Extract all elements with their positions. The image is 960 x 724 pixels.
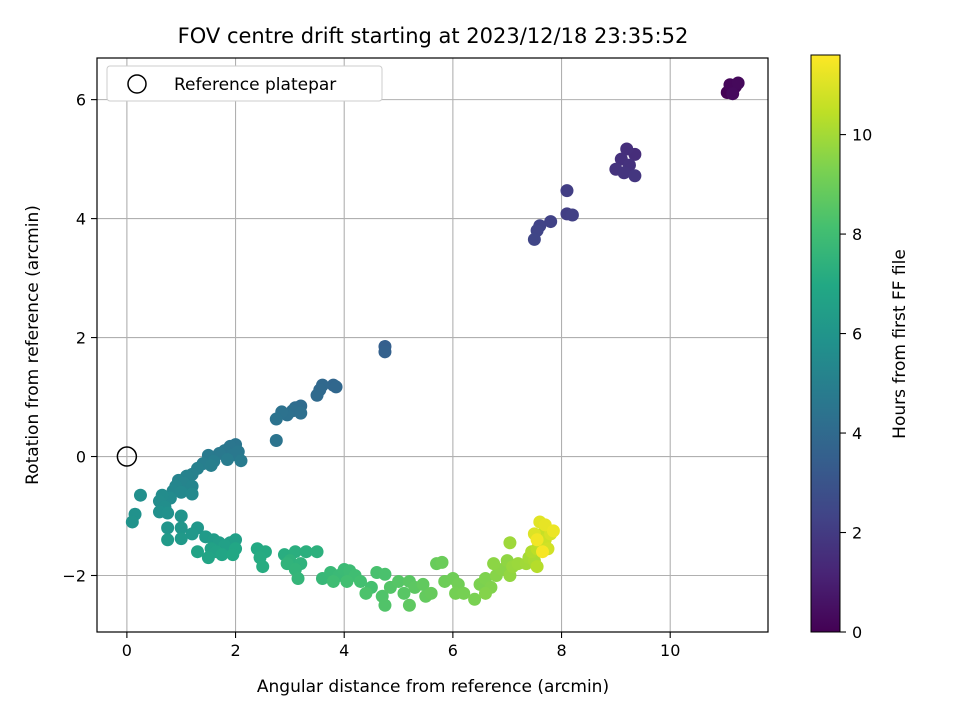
data-point — [229, 533, 243, 547]
data-point — [185, 487, 199, 501]
y-tick-label: −2 — [62, 566, 86, 585]
x-tick-label: 2 — [230, 641, 240, 660]
data-point — [234, 454, 248, 468]
data-point — [256, 560, 270, 574]
data-point — [378, 598, 392, 612]
legend-marker-open-circle — [127, 74, 147, 94]
data-point — [620, 142, 634, 156]
data-point — [174, 509, 188, 523]
x-axis-ticks: 0 2 4 6 8 10 — [122, 632, 680, 660]
data-point — [424, 586, 438, 600]
data-point — [392, 574, 406, 588]
chart-title: FOV centre drift starting at 2023/12/18 … — [178, 24, 689, 48]
data-point — [161, 533, 175, 547]
data-point — [397, 586, 411, 600]
data-point — [544, 215, 558, 229]
data-points — [125, 76, 745, 612]
reference-point — [116, 446, 138, 467]
data-point — [503, 536, 517, 550]
x-tick-label: 0 — [122, 641, 132, 660]
data-point — [226, 548, 240, 562]
colorbar-tick-label: 0 — [852, 623, 862, 642]
data-point — [530, 533, 544, 547]
colorbar-tick-label: 4 — [852, 424, 862, 443]
data-point — [726, 87, 740, 101]
data-point — [161, 521, 175, 535]
data-point — [204, 458, 218, 472]
data-point — [628, 169, 642, 183]
y-axis-label: Rotation from reference (arcmin) — [23, 205, 43, 485]
data-point — [546, 524, 560, 538]
data-point — [215, 548, 229, 562]
y-tick-label: 4 — [76, 210, 86, 229]
y-tick-label: 2 — [76, 329, 86, 348]
colorbar-tick-label: 6 — [852, 325, 862, 344]
x-tick-label: 4 — [339, 641, 349, 660]
data-point — [161, 506, 175, 520]
data-point — [359, 586, 373, 600]
y-axis-ticks: −2 0 2 4 6 — [62, 91, 97, 585]
data-point — [487, 557, 501, 571]
data-point — [457, 586, 471, 600]
data-point — [220, 453, 234, 467]
data-point — [291, 571, 305, 585]
data-point — [416, 577, 430, 591]
legend-entry-reference-platepar: Reference platepar — [174, 75, 336, 95]
legend: Reference platepar — [106, 65, 383, 102]
data-point — [329, 380, 343, 394]
data-point — [174, 521, 188, 535]
data-point — [402, 598, 416, 612]
colorbar — [810, 54, 841, 633]
data-point — [468, 592, 482, 606]
colorbar-label: Hours from first FF file — [890, 249, 910, 439]
data-point — [536, 545, 550, 559]
data-point — [174, 532, 188, 546]
data-point — [310, 388, 324, 402]
data-point — [340, 574, 354, 588]
data-point — [378, 567, 392, 581]
x-tick-label: 6 — [448, 641, 458, 660]
data-point — [174, 485, 188, 499]
data-point — [191, 545, 205, 559]
x-tick-label: 8 — [556, 641, 566, 660]
data-point — [133, 488, 147, 502]
data-point — [731, 76, 745, 90]
y-tick-label: 0 — [76, 448, 86, 467]
data-point — [310, 545, 324, 559]
data-point — [530, 560, 544, 574]
colorbar-ticks: 0 2 4 6 8 10 — [840, 126, 872, 642]
plot-frame — [96, 57, 769, 633]
data-point — [185, 527, 199, 541]
colorbar-tick-label: 2 — [852, 524, 862, 543]
data-point — [326, 574, 340, 588]
data-point — [299, 545, 313, 559]
x-axis-label: Angular distance from reference (arcmin) — [257, 677, 609, 697]
data-point — [617, 166, 631, 180]
colorbar-tick-label: 8 — [852, 225, 862, 244]
x-tick-label: 10 — [660, 641, 680, 660]
data-point — [527, 232, 541, 246]
y-tick-label: 6 — [76, 91, 86, 110]
reference-platepar-marker — [116, 446, 138, 467]
data-point — [565, 208, 579, 222]
data-point — [560, 184, 574, 198]
data-point — [269, 433, 283, 447]
data-point — [201, 551, 215, 565]
data-point — [269, 412, 283, 426]
data-point — [435, 555, 449, 569]
data-point — [125, 515, 139, 529]
data-point — [378, 345, 392, 359]
data-point — [354, 574, 368, 588]
colorbar-tick-label: 10 — [852, 126, 872, 145]
legend-box — [106, 65, 383, 102]
data-point — [294, 406, 308, 420]
data-point — [478, 586, 492, 600]
